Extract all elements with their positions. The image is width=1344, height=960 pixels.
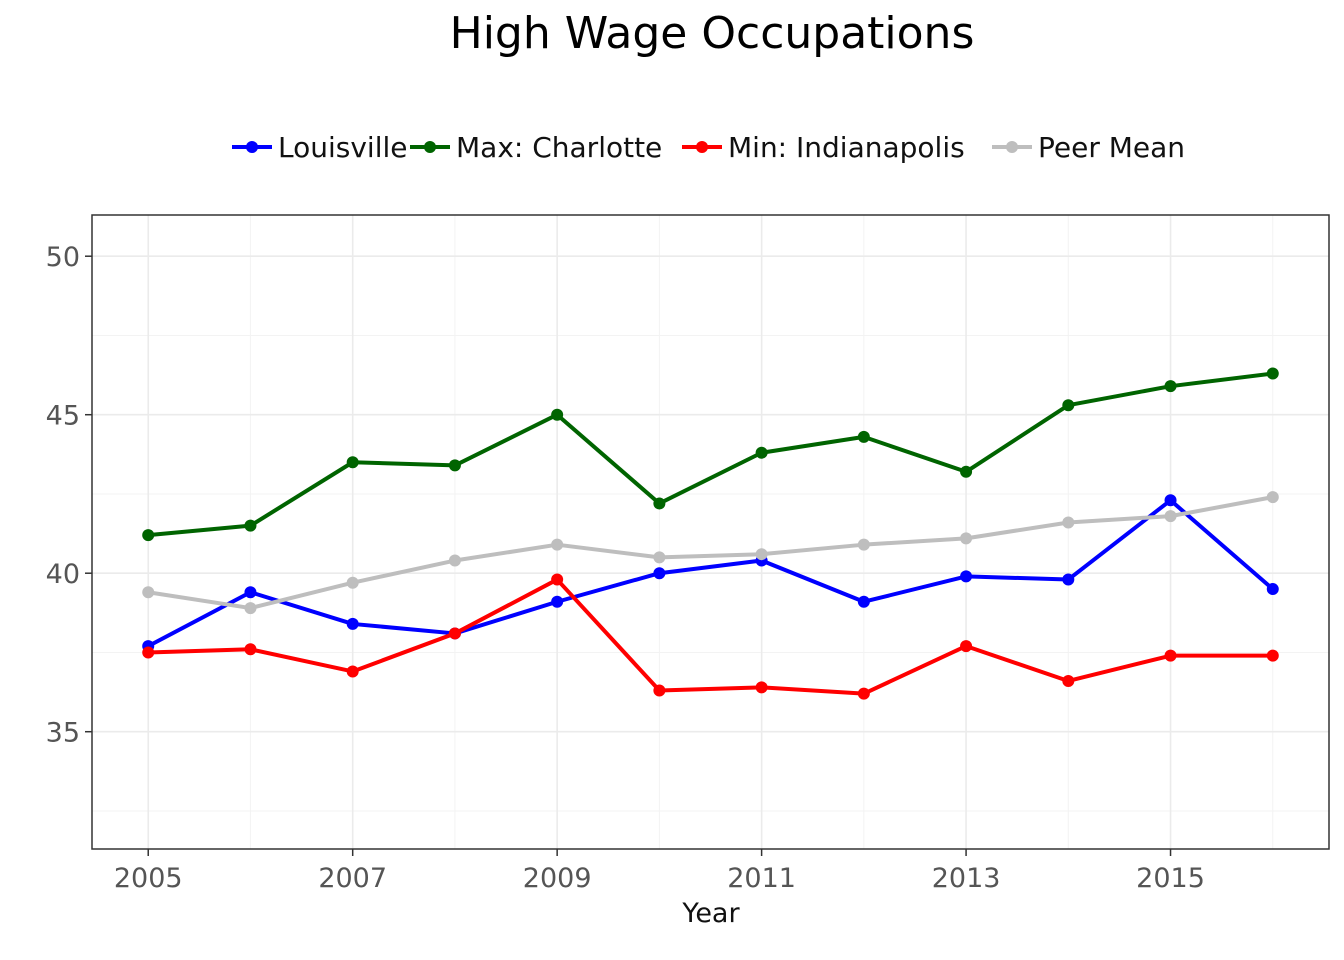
x-tick-label: 2011 — [727, 863, 796, 894]
data-point — [1164, 380, 1177, 393]
data-point — [653, 551, 666, 564]
data-point — [448, 627, 461, 640]
data-point — [755, 548, 768, 561]
data-point — [960, 570, 973, 583]
data-point — [1266, 491, 1279, 504]
legend: Louisville Max: Charlotte Min: Indianapoli… — [232, 131, 1185, 164]
data-point — [857, 538, 870, 551]
data-point — [1062, 399, 1075, 412]
series-line — [147, 495, 1274, 611]
legend-swatch-point — [424, 141, 436, 153]
data-point — [755, 446, 768, 459]
x-tick-label: 2013 — [932, 863, 1001, 894]
series-3 — [142, 573, 1279, 700]
data-point — [1164, 510, 1177, 523]
y-axis: 35 40 45 50 — [46, 242, 92, 749]
x-tick-label: 2015 — [1136, 863, 1205, 894]
series-line — [148, 371, 1274, 538]
legend-label: Min: Indianapolis — [728, 131, 965, 164]
data-point — [346, 456, 359, 469]
data-point — [346, 576, 359, 589]
chart-title: High Wage Occupations — [450, 8, 975, 59]
series-line — [148, 577, 1273, 696]
data-point — [551, 573, 564, 586]
data-point — [142, 646, 155, 659]
data-point — [244, 519, 257, 532]
data-point — [1164, 494, 1177, 507]
series-layer — [142, 367, 1279, 700]
data-point — [142, 529, 155, 542]
legend-swatch-point — [696, 141, 708, 153]
data-point — [960, 532, 973, 545]
data-point — [551, 408, 564, 421]
data-point — [244, 643, 257, 656]
data-point — [448, 554, 461, 567]
legend-label: Peer Mean — [1038, 131, 1185, 164]
data-point — [857, 430, 870, 443]
data-point — [244, 586, 257, 599]
data-point — [857, 687, 870, 700]
x-tick-label: 2009 — [523, 863, 592, 894]
legend-item: Min: Indianapolis — [682, 131, 965, 164]
data-point — [960, 465, 973, 478]
y-tick-label: 35 — [46, 718, 80, 749]
x-tick-label: 2007 — [318, 863, 387, 894]
series-4 — [142, 491, 1279, 615]
legend-label: Louisville — [278, 131, 408, 164]
x-axis: 2005 2007 2009 2011 2013 2015 — [114, 849, 1205, 894]
series-line — [147, 498, 1275, 648]
data-point — [755, 681, 768, 694]
legend-swatch-point — [1006, 141, 1018, 153]
data-point — [1266, 649, 1279, 662]
data-point — [551, 595, 564, 608]
plot-border — [91, 214, 1330, 850]
data-point — [653, 497, 666, 510]
x-axis-title: Year — [681, 898, 740, 929]
data-point — [857, 595, 870, 608]
data-point — [448, 459, 461, 472]
data-point — [960, 640, 973, 653]
data-point — [653, 684, 666, 697]
legend-item: Louisville — [232, 131, 408, 164]
legend-item: Max: Charlotte — [410, 131, 662, 164]
data-point — [1062, 573, 1075, 586]
y-tick-label: 40 — [46, 559, 80, 590]
legend-swatch-point — [246, 141, 258, 153]
y-tick-label: 50 — [46, 242, 80, 273]
x-tick-label: 2005 — [114, 863, 183, 894]
data-point — [142, 586, 155, 599]
data-point — [551, 538, 564, 551]
data-point — [346, 617, 359, 630]
data-point — [1164, 649, 1177, 662]
y-tick-label: 45 — [46, 401, 80, 432]
series-2 — [142, 367, 1279, 542]
data-point — [1266, 583, 1279, 596]
data-point — [1062, 674, 1075, 687]
data-point — [653, 567, 666, 580]
grid — [92, 215, 1329, 849]
data-point — [1266, 367, 1279, 380]
data-point — [244, 602, 257, 615]
data-point — [1062, 516, 1075, 529]
legend-label: Max: Charlotte — [456, 131, 662, 164]
legend-item: Peer Mean — [992, 131, 1185, 164]
data-point — [346, 665, 359, 678]
